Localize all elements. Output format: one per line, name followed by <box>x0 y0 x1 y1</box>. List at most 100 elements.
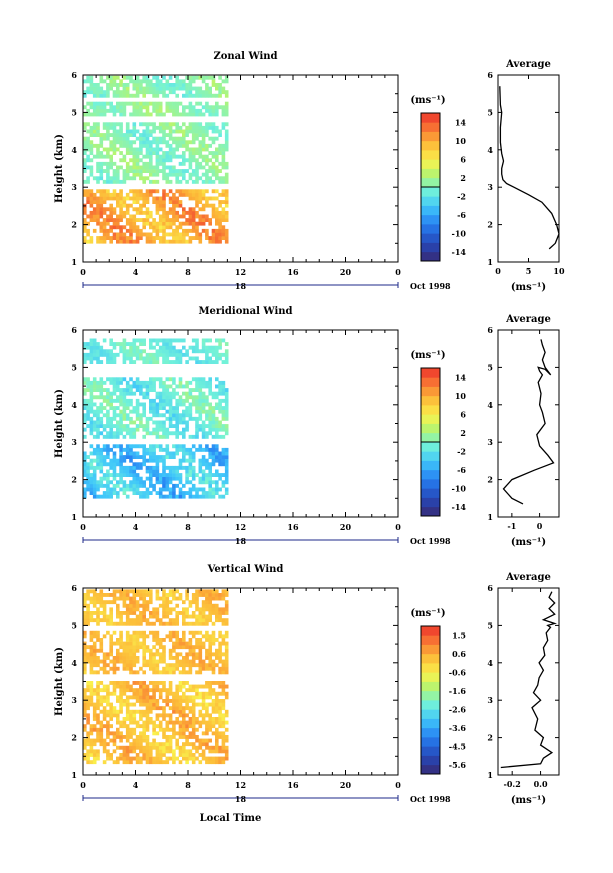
zonal-heatmap-cell <box>158 136 163 141</box>
vertical-heatmap-cell <box>112 742 117 747</box>
zonal-heatmap-cell <box>205 179 209 184</box>
zonal-heatmap-cell <box>165 143 170 148</box>
vertical-heatmap-cell <box>89 666 94 671</box>
vertical-heatmap-cell <box>106 709 110 714</box>
vertical-colorbar-swatch <box>421 626 440 636</box>
vertical-heatmap-cell <box>175 688 179 693</box>
zonal-heatmap-cell <box>155 161 160 166</box>
zonal-heatmap-cell <box>182 108 186 113</box>
meridional-heatmap-cell <box>201 380 206 385</box>
meridional-heatmap-cell <box>83 487 87 492</box>
meridional-heatmap-cell <box>92 483 97 488</box>
vertical-heatmap-cell <box>172 735 176 739</box>
vertical-heatmap-cell <box>92 648 97 653</box>
meridional-heatmap-cell <box>201 434 206 439</box>
meridional-heatmap-cell <box>188 465 193 470</box>
meridional-heatmap-cell <box>86 462 90 467</box>
vertical-heatmap-cell <box>168 589 173 594</box>
zonal-heatmap-cell <box>142 93 146 98</box>
vertical-heatmap-cell <box>92 727 97 732</box>
zonal-heatmap-cell <box>152 125 156 130</box>
vertical-heatmap-cell <box>125 717 130 721</box>
meridional-heatmap-cell <box>86 406 90 410</box>
meridional-heatmap-cell <box>135 424 140 428</box>
meridional-heatmap-cell <box>122 473 127 477</box>
vertical-heatmap-cell <box>83 614 87 619</box>
meridional-profile-ytick-label: 1 <box>487 512 493 522</box>
meridional-heatmap-cell <box>109 406 113 410</box>
meridional-heatmap-cell <box>175 494 179 499</box>
vertical-heatmap-cell <box>224 684 229 689</box>
meridional-heatmap-cell <box>129 455 133 459</box>
zonal-heatmap-cell <box>182 236 186 240</box>
meridional-heatmap-cell <box>83 465 87 470</box>
meridional-heatmap-cell <box>89 342 94 346</box>
zonal-heatmap-cell <box>142 136 146 141</box>
meridional-heatmap-cell <box>135 427 140 432</box>
meridional-heatmap-cell <box>208 420 212 425</box>
zonal-heatmap-cell <box>188 112 193 117</box>
vertical-profile-ytick-label: 3 <box>487 695 493 705</box>
meridional-heatmap-cell <box>188 458 193 463</box>
vertical-heatmap-cell <box>175 684 179 689</box>
meridional-heatmap-cell <box>132 473 137 477</box>
zonal-heatmap-cell <box>102 239 107 244</box>
vertical-heatmap-cell <box>102 652 107 657</box>
meridional-heatmap-cell <box>201 398 206 403</box>
meridional-heatmap-cell <box>158 424 163 428</box>
meridional-heatmap-cell <box>152 409 156 414</box>
vertical-heatmap-cell <box>168 699 173 703</box>
vertical-heatmap-cell <box>135 745 140 750</box>
meridional-heatmap-cell <box>99 388 104 392</box>
meridional-heatmap-cell <box>185 427 189 432</box>
vertical-heatmap-cell <box>168 691 173 696</box>
vertical-heatmap-cell <box>201 659 206 664</box>
vertical-heatmap-cell <box>135 589 140 594</box>
meridional-profile-ytick-label: 3 <box>487 437 493 447</box>
zonal-heatmap-cell <box>149 133 153 137</box>
zonal-heatmap-cell <box>83 79 87 84</box>
vertical-heatmap-cell <box>122 699 127 703</box>
vertical-heatmap-cell <box>221 702 226 707</box>
zonal-heatmap-cell <box>198 122 203 127</box>
zonal-heatmap-cell <box>215 221 219 226</box>
vertical-heatmap-cell <box>83 709 87 714</box>
vertical-profile-xlabel: (ms⁻¹) <box>511 795 546 806</box>
meridional-heatmap-cell <box>102 434 107 439</box>
vertical-heatmap-cell <box>83 663 87 668</box>
zonal-heatmap-cell <box>182 228 186 233</box>
vertical-heatmap-cell <box>96 630 100 635</box>
vertical-heatmap-cell <box>125 745 130 750</box>
meridional-heatmap-cell <box>122 377 127 382</box>
vertical-heatmap-cell <box>218 645 222 650</box>
vertical-heatmap-cell <box>99 666 104 671</box>
zonal-heatmap-cell <box>175 176 179 181</box>
meridional-heatmap-cell <box>201 480 206 485</box>
zonal-heatmap-cell <box>99 172 104 177</box>
zonal-heatmap-cell <box>191 133 196 137</box>
zonal-heatmap-cell <box>142 122 146 127</box>
vertical-heatmap-cell <box>106 691 110 696</box>
meridional-heatmap-cell <box>152 483 156 488</box>
meridional-heatmap-cell <box>165 402 170 407</box>
zonal-heatmap-cell <box>96 210 100 215</box>
vertical-heatmap-cell <box>145 720 150 725</box>
meridional-heatmap-cell <box>149 338 153 343</box>
meridional-heatmap-cell <box>175 338 179 343</box>
zonal-heatmap-cell <box>112 192 117 197</box>
meridional-heatmap-cell <box>89 427 94 432</box>
vertical-heatmap-cell <box>109 621 113 626</box>
meridional-heatmap-cell <box>145 491 150 495</box>
zonal-heatmap-cell <box>218 228 222 233</box>
meridional-heatmap-cell <box>188 491 193 495</box>
zonal-heatmap-cell <box>145 200 150 204</box>
meridional-heatmap-cell <box>122 388 127 392</box>
vertical-heatmap-cell <box>208 760 212 765</box>
zonal-heatmap-cell <box>145 189 150 194</box>
meridional-heatmap-cell <box>221 338 226 343</box>
zonal-heatmap-cell <box>132 218 137 222</box>
meridional-heatmap-cell <box>224 431 229 436</box>
zonal-heatmap-cell <box>99 108 104 113</box>
meridional-heatmap-cell <box>211 434 216 439</box>
zonal-heatmap-cell <box>132 133 137 137</box>
